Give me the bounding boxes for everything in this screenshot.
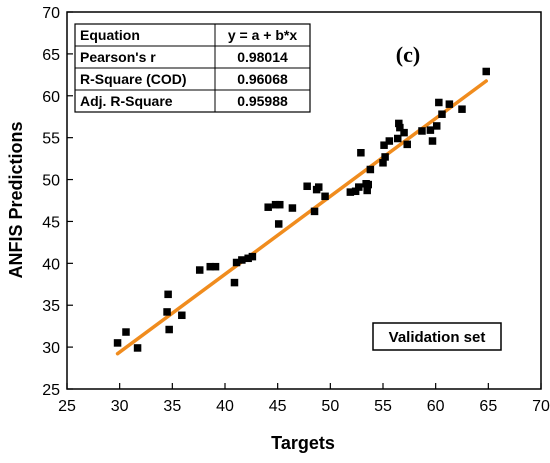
data-point — [238, 256, 246, 264]
data-point — [458, 105, 466, 113]
data-point — [244, 254, 252, 263]
data-point — [230, 278, 239, 287]
x-tick-label: 25 — [58, 398, 76, 415]
data-point — [310, 207, 319, 216]
panel-label: (c) — [396, 42, 420, 67]
data-point — [195, 266, 204, 274]
stats-row-value: 0.96068 — [237, 71, 288, 87]
y-tick-label: 65 — [42, 47, 60, 64]
data-point — [482, 67, 490, 76]
stats-row-label: R-Square (COD) — [80, 71, 187, 87]
data-point — [363, 186, 371, 195]
data-point — [248, 252, 257, 261]
data-point — [271, 200, 280, 209]
data-point — [232, 258, 241, 267]
y-tick-label: 35 — [42, 298, 60, 315]
data-point — [178, 311, 186, 320]
data-point — [314, 183, 323, 191]
annotation-text: Validation set — [389, 329, 486, 346]
x-axis-title: Targets — [271, 433, 335, 453]
y-tick-label: 55 — [42, 131, 60, 148]
x-tick-label: 35 — [163, 398, 181, 415]
data-point — [364, 180, 373, 189]
data-point — [438, 110, 446, 118]
x-tick-label: 65 — [479, 398, 497, 415]
y-tick-label: 40 — [42, 256, 60, 273]
data-point — [381, 153, 389, 161]
stats-row-value: 0.95988 — [237, 93, 288, 109]
data-point — [403, 140, 411, 149]
data-point — [321, 192, 329, 201]
x-tick-label: 70 — [532, 398, 550, 415]
data-point — [163, 308, 171, 316]
data-point — [346, 188, 355, 196]
data-point — [393, 134, 402, 143]
stats-table: Equation y = a + b*x Pearson's r 0.98014 R-S… — [74, 23, 311, 113]
stats-row-value: 0.98014 — [237, 49, 288, 65]
data-point — [396, 123, 404, 132]
data-point — [274, 220, 283, 228]
y-tick-label: 30 — [42, 340, 60, 357]
data-point — [113, 339, 122, 347]
x-tick-label: 30 — [111, 398, 129, 415]
data-point — [380, 141, 388, 149]
data-point — [355, 183, 363, 191]
y-tick-label: 45 — [42, 214, 60, 231]
data-point — [351, 187, 360, 196]
x-tick-label: 45 — [269, 398, 287, 415]
data-point — [385, 137, 394, 145]
y-tick-label: 60 — [42, 89, 60, 106]
axes-ticks: 25 30 35 40 45 50 55 60 65 70 25 30 35 40 45 50 55 60 65 70 — [42, 5, 550, 415]
data-point — [426, 126, 435, 134]
data-point — [264, 203, 272, 211]
data-point — [435, 98, 443, 107]
data-point — [122, 328, 130, 336]
data-point — [418, 127, 426, 135]
stats-row-label: Adj. R-Square — [80, 93, 173, 109]
fit-line-group — [115, 79, 488, 356]
stats-row-label: Equation — [80, 27, 140, 43]
data-points — [113, 67, 490, 352]
data-point — [445, 100, 454, 108]
stats-row-value: y = a + b*x — [228, 27, 297, 43]
data-point — [395, 119, 403, 128]
data-point — [211, 262, 220, 271]
data-point — [428, 137, 437, 145]
data-point — [165, 325, 173, 334]
data-point — [357, 148, 365, 157]
fit-line — [115, 79, 488, 356]
data-point — [400, 128, 408, 137]
data-point — [206, 262, 215, 271]
y-tick-label: 70 — [42, 5, 60, 22]
y-axis-title: ANFIS Predictions — [6, 121, 26, 278]
data-point — [366, 165, 375, 174]
y-tick-label: 25 — [42, 382, 60, 399]
stats-row-label: Pearson's r — [80, 49, 156, 65]
data-point — [164, 290, 172, 299]
data-point — [379, 159, 387, 167]
data-point — [133, 344, 142, 352]
x-tick-label: 60 — [427, 398, 445, 415]
data-point — [432, 122, 441, 130]
data-point — [288, 204, 297, 212]
x-tick-label: 40 — [216, 398, 234, 415]
data-point — [276, 200, 284, 209]
plot-frame — [66, 11, 542, 390]
y-tick-label: 50 — [42, 173, 60, 190]
annotation-box — [372, 322, 502, 351]
annotation-badge: Validation set — [372, 322, 502, 351]
data-point — [303, 182, 311, 191]
x-tick-label: 55 — [374, 398, 392, 415]
x-tick-label: 50 — [321, 398, 339, 415]
